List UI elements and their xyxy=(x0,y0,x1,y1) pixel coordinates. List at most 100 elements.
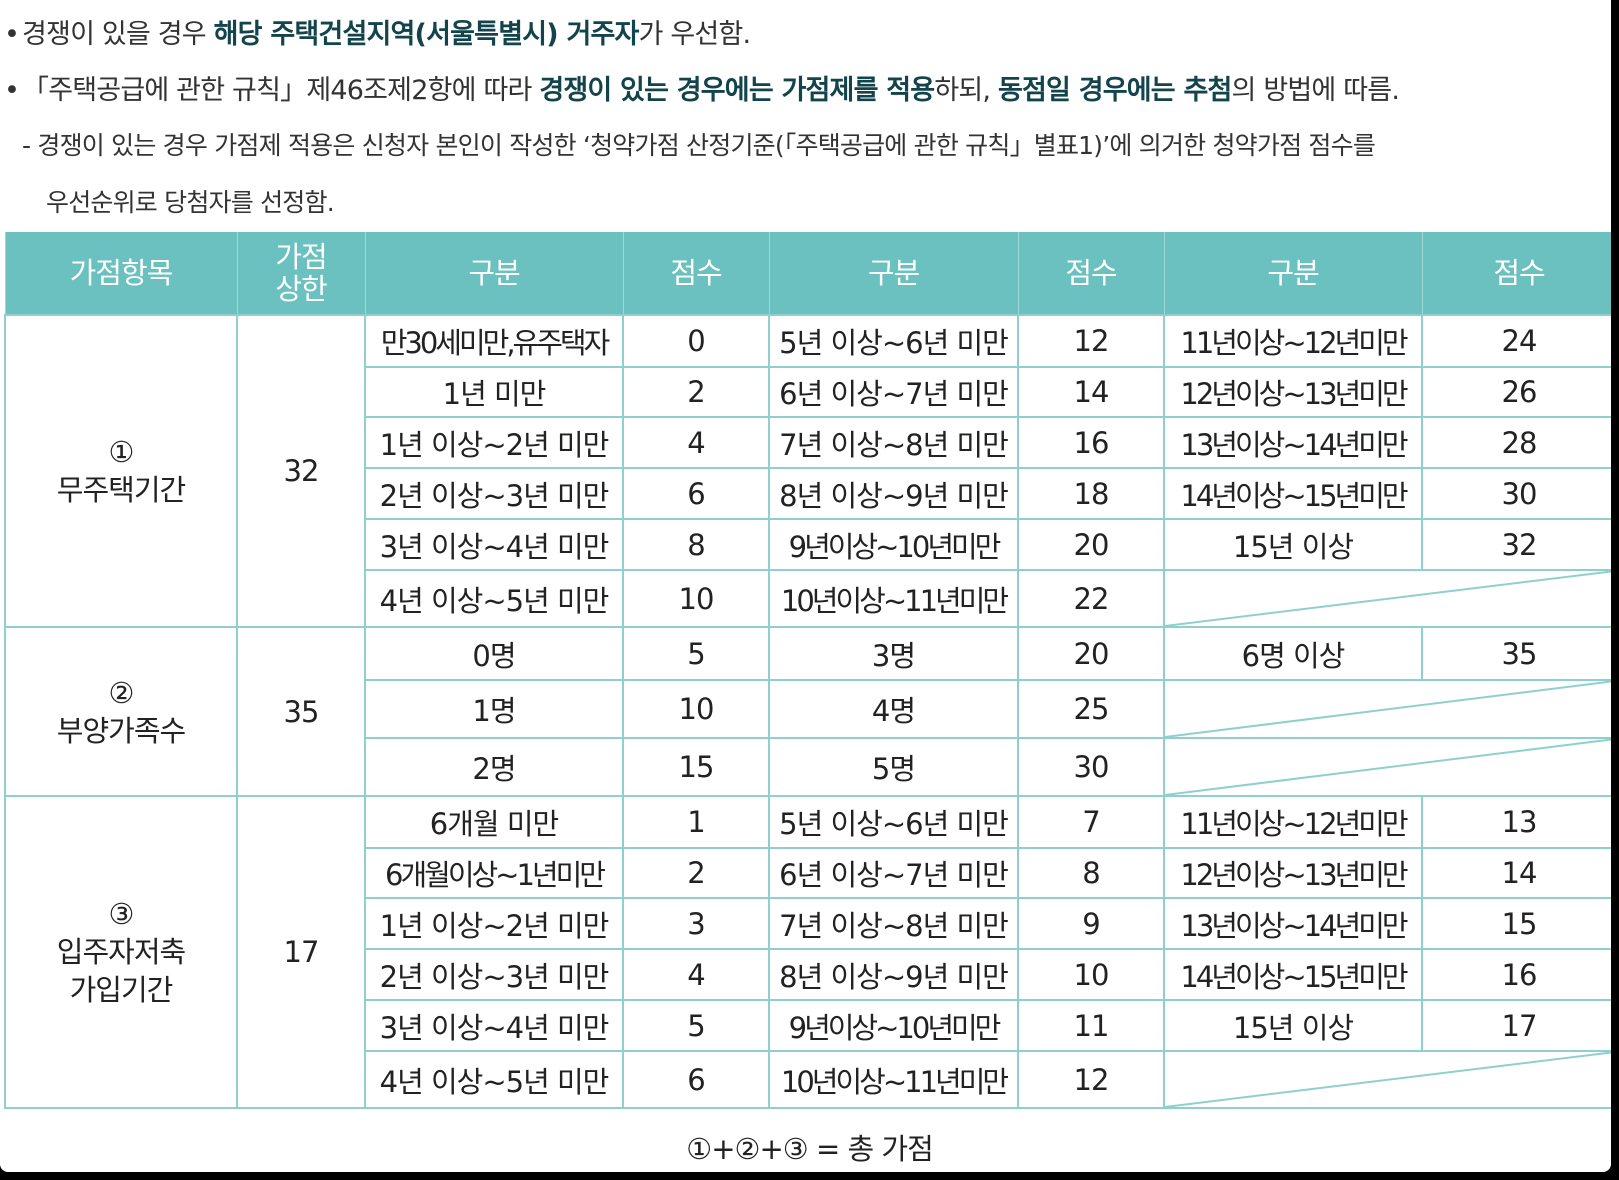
total-formula: ①+②+③ = 총 가점 xyxy=(686,1132,934,1166)
score-cell: 10 xyxy=(622,569,770,628)
table-row: 1명 10 4명 25 xyxy=(5,679,1611,739)
category-cell: 13년이상~14년미만 xyxy=(1163,897,1423,950)
score-cell: 24 xyxy=(1421,314,1611,368)
score-cell: 1 xyxy=(622,795,770,849)
score-cell: 20 xyxy=(1017,626,1165,681)
score-cell: 7 xyxy=(1017,795,1165,849)
table-row: 4년 이상~5년 미만 6 10년이상~11년미만 12 xyxy=(5,1050,1611,1109)
diagonal-line xyxy=(1165,739,1611,795)
notes-section: • 경쟁이 있을 경우 해당 주택건설지역(서울특별시) 거주자가 우선함. • 「… xyxy=(0,0,1611,232)
score-cell: 4 xyxy=(622,416,770,469)
score-cell: 16 xyxy=(1421,948,1611,1001)
table-row: 1년 이상~2년 미만 4 7년 이상~8년 미만 16 13년이상~14년미만 28 xyxy=(5,416,1611,469)
table-row: 2명 15 5명 30 xyxy=(5,737,1611,797)
category-cell: 6년 이상~7년 미만 xyxy=(768,847,1019,899)
category-cell: 5명 xyxy=(768,737,1019,797)
category-cell: 3명 xyxy=(768,626,1019,681)
note-highlight: 경쟁이 있는 경우에는 가점제를 적용 xyxy=(539,75,935,106)
category-cell: 2년 이상~3년 미만 xyxy=(364,948,624,1001)
note-text: 경쟁이 있을 경우 xyxy=(22,19,214,50)
category-cell: 1년 미만 xyxy=(364,366,624,418)
item-name-line2: 가입기간 xyxy=(69,973,174,1007)
category-cell: 1년 이상~2년 미만 xyxy=(364,897,624,950)
category-cell: 8년 이상~9년 미만 xyxy=(768,467,1019,520)
category-cell: 4명 xyxy=(768,679,1019,739)
table-row: ① 무주택기간 32 만30세미만,유주택자 0 5년 이상~6년 미만 12 11년이상~1… xyxy=(4,314,1611,628)
category-cell: 6개월이상~1년미만 xyxy=(364,847,624,899)
score-cell: 35 xyxy=(1421,626,1611,681)
diagonal-line xyxy=(1165,1052,1611,1107)
item-name-cell: ① 무주택기간 xyxy=(4,314,238,628)
score-cell: 22 xyxy=(1017,569,1165,628)
category-cell: 9년이상~10년미만 xyxy=(768,999,1019,1052)
item-name-line1: 부양가족수 xyxy=(56,713,186,748)
score-cell: 5 xyxy=(622,999,770,1052)
score-table: 가점항목 가점 상한 구분 점수 구분 점수 구분 점수 ① 무주택기간 32 만30세… xyxy=(4,232,1611,1109)
category-cell: 6명 이상 xyxy=(1163,626,1423,681)
category-cell: 4년 이상~5년 미만 xyxy=(364,1050,624,1109)
limit-cell: 17 xyxy=(236,795,366,1109)
score-cell: 0 xyxy=(622,314,770,368)
header-category: 구분 xyxy=(1163,232,1423,315)
category-cell: 7년 이상~8년 미만 xyxy=(768,897,1019,950)
category-cell: 14년이상~15년미만 xyxy=(1163,467,1423,520)
category-cell: 11년이상~12년미만 xyxy=(1163,795,1423,849)
score-cell: 30 xyxy=(1017,737,1165,797)
score-cell: 15 xyxy=(1421,897,1611,950)
item-name-line1: 입주자저축 xyxy=(56,935,186,969)
header-item: 가점항목 xyxy=(4,232,238,315)
category-cell: 6개월 미만 xyxy=(364,795,624,849)
empty-diagonal-cell xyxy=(1163,679,1611,739)
score-cell: 20 xyxy=(1017,518,1165,571)
header-score: 점수 xyxy=(1421,232,1611,315)
note-text: 「주택공급에 관한 규칙」제46조제2항에 따라 xyxy=(22,75,540,106)
category-cell: 12년이상~13년미만 xyxy=(1163,847,1423,899)
table-row: 4년 이상~5년 미만 10 10년이상~11년미만 22 xyxy=(5,569,1611,628)
empty-diagonal-cell xyxy=(1163,569,1611,628)
score-cell: 12 xyxy=(1017,314,1165,368)
table-row: 6개월이상~1년미만 2 6년 이상~7년 미만 8 12년이상~13년미만 14 xyxy=(5,847,1611,899)
category-cell: 1년 이상~2년 미만 xyxy=(364,416,624,469)
category-cell: 14년이상~15년미만 xyxy=(1163,948,1423,1001)
category-cell: 5년 이상~6년 미만 xyxy=(768,795,1019,849)
diagonal-line xyxy=(1165,681,1611,737)
category-cell: 3년 이상~4년 미만 xyxy=(364,518,624,571)
category-cell: 13년이상~14년미만 xyxy=(1163,416,1423,469)
category-cell: 3년 이상~4년 미만 xyxy=(364,999,624,1052)
note-line-1: • 경쟁이 있을 경우 해당 주택건설지역(서울특별시) 거주자가 우선함. xyxy=(0,12,751,51)
table-row: 3년 이상~4년 미만 5 9년이상~10년미만 11 15년 이상 17 xyxy=(5,999,1611,1052)
header-category: 구분 xyxy=(768,232,1019,315)
score-cell: 32 xyxy=(1421,518,1611,571)
header-limit-line2: 상한 xyxy=(275,272,327,306)
table-row: 3년 이상~4년 미만 8 9년이상~10년미만 20 15년 이상 32 xyxy=(5,518,1611,571)
header-category: 구분 xyxy=(364,232,624,315)
category-cell: 2명 xyxy=(364,737,624,797)
header-limit-line1: 가점 xyxy=(275,240,327,274)
category-cell: 6년 이상~7년 미만 xyxy=(768,366,1019,418)
limit-cell: 35 xyxy=(236,626,366,797)
category-cell: 12년이상~13년미만 xyxy=(1163,366,1423,418)
score-cell: 10 xyxy=(1017,948,1165,1001)
score-cell: 4 xyxy=(622,948,770,1001)
header-score: 점수 xyxy=(1017,232,1165,315)
score-cell: 2 xyxy=(622,847,770,899)
score-cell: 30 xyxy=(1421,467,1611,520)
score-cell: 8 xyxy=(1017,847,1165,899)
header-row: 가점항목 가점 상한 구분 점수 구분 점수 구분 점수 xyxy=(4,232,1611,315)
score-table-body: ① 무주택기간 32 만30세미만,유주택자 0 5년 이상~6년 미만 12 11년이상~1… xyxy=(4,314,1611,1109)
category-cell: 1명 xyxy=(364,679,624,739)
score-cell: 18 xyxy=(1017,467,1165,520)
score-cell: 25 xyxy=(1017,679,1165,739)
score-cell: 14 xyxy=(1421,847,1611,899)
score-cell: 2 xyxy=(622,366,770,418)
category-cell: 11년이상~12년미만 xyxy=(1163,314,1423,368)
category-cell: 5년 이상~6년 미만 xyxy=(768,314,1019,368)
bullet: • xyxy=(4,75,20,106)
table-row: 2년 이상~3년 미만 6 8년 이상~9년 미만 18 14년이상~15년미만 30 xyxy=(5,467,1611,520)
category-cell: 15년 이상 xyxy=(1163,999,1423,1052)
score-cell: 6 xyxy=(622,467,770,520)
note-line-2: • 「주택공급에 관한 규칙」제46조제2항에 따라 경쟁이 있는 경우에는 가점… xyxy=(0,68,1400,107)
score-cell: 12 xyxy=(1017,1050,1165,1109)
score-cell: 5 xyxy=(622,626,770,681)
score-cell: 17 xyxy=(1421,999,1611,1052)
